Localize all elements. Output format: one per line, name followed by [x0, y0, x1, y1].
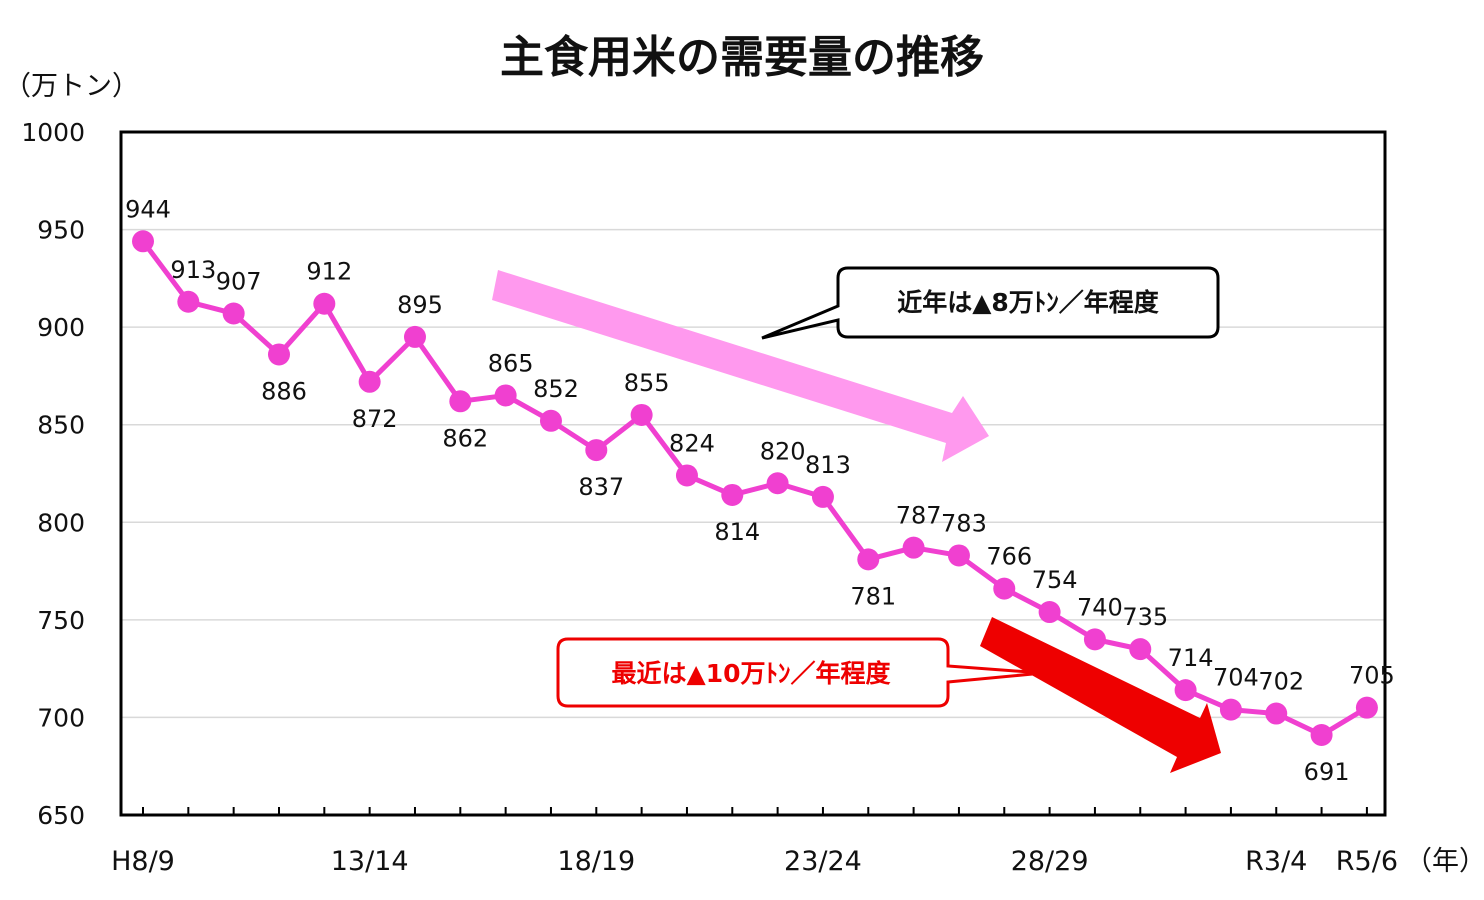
x-tick-label: R5/6	[1336, 846, 1398, 877]
data-point	[222, 302, 245, 325]
data-point	[675, 464, 698, 487]
data-point	[358, 370, 381, 393]
data-point	[403, 325, 426, 348]
chart-title: 主食用米の需要量の推移	[500, 32, 984, 83]
y-tick-label: 1000	[21, 118, 85, 147]
data-point	[902, 536, 925, 559]
data-point	[267, 343, 290, 366]
data-point	[313, 292, 336, 315]
data-label: 814	[714, 518, 760, 546]
data-point	[811, 485, 834, 508]
callout-recent: 最近は▲10万ﾄﾝ／年程度	[556, 637, 1044, 708]
data-label: 824	[669, 429, 715, 457]
y-tick-label: 800	[37, 508, 85, 537]
data-label: 895	[397, 291, 443, 319]
data-point	[1355, 696, 1378, 719]
x-tick-label: 18/19	[557, 846, 635, 877]
data-point	[993, 577, 1016, 600]
series-polyline	[140, 239, 1369, 738]
callout-recent-box	[556, 637, 1044, 708]
data-point	[857, 548, 880, 571]
y-tick-label: 700	[37, 703, 85, 732]
data-label: 855	[624, 369, 670, 397]
y-tick-label: 750	[37, 606, 85, 635]
data-label: 735	[1122, 603, 1168, 631]
data-label: 783	[941, 509, 987, 537]
data-point	[585, 439, 608, 462]
y-tick-label: 850	[37, 411, 85, 440]
data-point	[449, 390, 472, 413]
y-axis-unit-label: （万トン）	[4, 71, 139, 102]
data-point	[539, 409, 562, 432]
data-point	[1265, 702, 1288, 725]
y-tick-label: 950	[37, 216, 85, 245]
data-label: 702	[1258, 668, 1304, 696]
data-label: 912	[306, 258, 352, 286]
x-tick-label: 28/29	[1011, 846, 1089, 877]
data-label: 714	[1168, 644, 1214, 672]
y-tick-label: 900	[37, 313, 85, 342]
data-label: 944	[125, 195, 171, 223]
x-tick-label: 23/24	[784, 846, 862, 877]
data-point	[947, 544, 970, 567]
data-point	[721, 483, 744, 506]
data-label: 781	[850, 582, 896, 610]
data-point	[630, 403, 653, 426]
callout-long-term-box	[761, 266, 1220, 340]
x-tick-label: H8/9	[111, 846, 175, 877]
data-point	[132, 230, 154, 253]
data-label: 907	[216, 267, 262, 295]
data-point	[1310, 723, 1333, 746]
data-point	[494, 384, 517, 407]
data-label: 740	[1077, 593, 1123, 621]
trend-arrow-long-term	[492, 270, 989, 462]
data-label: 766	[986, 543, 1032, 571]
callout-long-term-text: 近年は▲8万ﾄﾝ／年程度	[897, 288, 1159, 317]
data-label: 813	[805, 451, 851, 479]
x-axis-unit-label: （年）	[1405, 846, 1484, 877]
data-label: 865	[488, 349, 534, 377]
trend-arrow-recent	[980, 617, 1221, 773]
callout-recent-text: 最近は▲10万ﾄﾝ／年程度	[611, 659, 890, 688]
data-label: 820	[760, 437, 806, 465]
y-axis: 650 700 750 800 850 900 950 1000	[21, 118, 85, 830]
data-label: 837	[578, 473, 624, 501]
data-point	[177, 290, 200, 313]
data-label: 691	[1304, 758, 1350, 786]
data-point	[1083, 628, 1106, 651]
data-label: 852	[533, 375, 579, 403]
data-point	[766, 472, 789, 495]
data-label: 872	[352, 405, 398, 433]
data-point	[1038, 601, 1061, 624]
x-axis: H8/9 13/14 18/19 23/24 28/29 R3/4 R5/6	[111, 807, 1398, 877]
y-tick-label: 650	[37, 801, 85, 830]
data-point	[1129, 638, 1152, 661]
callout-long-term: 近年は▲8万ﾄﾝ／年程度	[761, 266, 1220, 340]
x-tick-label: R3/4	[1245, 846, 1307, 877]
data-point	[1174, 679, 1197, 702]
x-tick-label: 13/14	[331, 846, 409, 877]
data-label: 705	[1349, 662, 1395, 690]
data-label: 886	[261, 377, 307, 405]
data-label: 862	[442, 424, 488, 452]
data-label: 787	[896, 502, 942, 530]
data-label: 913	[170, 256, 216, 284]
data-point	[1219, 698, 1242, 721]
data-label: 754	[1032, 566, 1078, 594]
data-label: 704	[1213, 664, 1259, 692]
plot-frame	[119, 130, 1387, 817]
